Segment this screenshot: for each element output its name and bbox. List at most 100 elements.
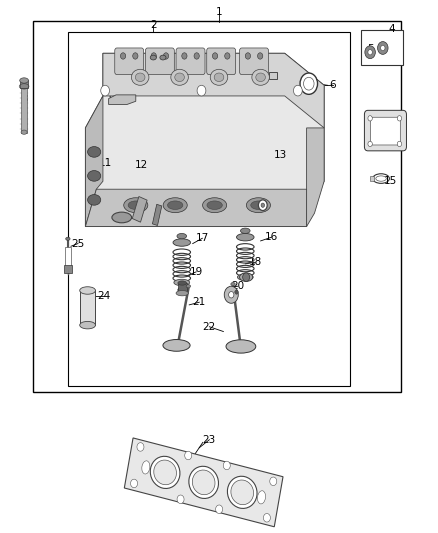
Ellipse shape	[88, 195, 101, 205]
Bar	[269, 72, 277, 79]
Bar	[124, 438, 283, 527]
Bar	[33, 21, 401, 392]
Circle shape	[258, 200, 267, 211]
Ellipse shape	[160, 55, 166, 60]
Text: 7: 7	[277, 72, 284, 82]
Text: 17: 17	[196, 233, 209, 243]
Bar	[370, 176, 374, 181]
Ellipse shape	[168, 201, 183, 209]
Ellipse shape	[21, 130, 27, 134]
Text: 19: 19	[190, 267, 203, 277]
Circle shape	[185, 451, 192, 460]
Ellipse shape	[237, 233, 254, 241]
Bar	[21, 88, 27, 133]
Circle shape	[300, 73, 318, 94]
Bar	[20, 80, 28, 88]
Circle shape	[293, 85, 302, 96]
Ellipse shape	[252, 69, 269, 85]
Bar	[80, 290, 95, 325]
Circle shape	[133, 53, 138, 59]
Ellipse shape	[189, 466, 219, 498]
Text: 16: 16	[265, 232, 278, 242]
Bar	[132, 197, 147, 222]
Text: 14: 14	[384, 123, 397, 133]
Ellipse shape	[231, 282, 235, 286]
Ellipse shape	[163, 198, 187, 213]
FancyBboxPatch shape	[364, 110, 406, 151]
Circle shape	[368, 116, 372, 121]
Text: 22: 22	[203, 322, 216, 332]
Circle shape	[224, 286, 238, 303]
FancyBboxPatch shape	[115, 48, 144, 75]
Text: 4: 4	[389, 25, 396, 34]
Text: 15: 15	[384, 176, 397, 186]
Text: 18: 18	[249, 257, 262, 267]
Ellipse shape	[66, 237, 70, 240]
Text: 24: 24	[98, 291, 111, 301]
Polygon shape	[109, 95, 136, 104]
Ellipse shape	[135, 73, 145, 82]
Text: 23: 23	[203, 435, 216, 445]
Ellipse shape	[88, 171, 101, 181]
Circle shape	[263, 513, 270, 522]
Circle shape	[137, 443, 144, 451]
Ellipse shape	[231, 480, 254, 505]
Circle shape	[131, 479, 138, 488]
Ellipse shape	[258, 491, 265, 504]
Circle shape	[101, 85, 110, 96]
Ellipse shape	[88, 147, 101, 157]
FancyBboxPatch shape	[207, 48, 236, 75]
Bar	[255, 76, 261, 82]
Ellipse shape	[175, 73, 184, 82]
Bar	[64, 265, 72, 273]
Text: 21: 21	[193, 297, 206, 307]
Bar	[68, 32, 350, 386]
Text: 13: 13	[274, 150, 287, 159]
Circle shape	[120, 53, 126, 59]
Ellipse shape	[186, 285, 191, 288]
Bar	[65, 247, 71, 268]
Text: 8: 8	[163, 64, 170, 74]
Ellipse shape	[256, 73, 265, 82]
Circle shape	[258, 53, 263, 59]
Text: 20: 20	[231, 281, 244, 291]
Circle shape	[368, 50, 372, 55]
Circle shape	[243, 273, 250, 281]
Ellipse shape	[177, 233, 187, 239]
Ellipse shape	[171, 69, 188, 85]
FancyBboxPatch shape	[240, 48, 268, 75]
Bar	[178, 283, 187, 292]
Ellipse shape	[173, 239, 191, 246]
Ellipse shape	[80, 321, 95, 329]
Ellipse shape	[227, 477, 257, 508]
Ellipse shape	[124, 198, 148, 213]
Text: 9: 9	[108, 94, 115, 103]
Text: 3: 3	[21, 94, 28, 103]
Ellipse shape	[20, 78, 28, 83]
Text: 10: 10	[85, 147, 99, 157]
Ellipse shape	[237, 274, 253, 280]
Circle shape	[215, 505, 223, 513]
Polygon shape	[85, 189, 307, 227]
Ellipse shape	[178, 281, 187, 285]
Ellipse shape	[174, 279, 190, 286]
Circle shape	[378, 42, 388, 54]
Circle shape	[304, 77, 314, 90]
Circle shape	[229, 292, 234, 298]
Text: 6: 6	[329, 80, 336, 90]
Ellipse shape	[112, 212, 131, 223]
Circle shape	[365, 46, 375, 59]
Circle shape	[182, 53, 187, 59]
Circle shape	[397, 116, 402, 121]
Circle shape	[177, 495, 184, 504]
Ellipse shape	[251, 201, 266, 209]
Circle shape	[235, 290, 238, 294]
Ellipse shape	[214, 73, 224, 82]
Ellipse shape	[150, 55, 156, 60]
Ellipse shape	[192, 470, 215, 495]
Ellipse shape	[240, 273, 253, 281]
Text: 12: 12	[134, 160, 148, 170]
Circle shape	[368, 141, 372, 147]
Polygon shape	[85, 96, 103, 227]
Ellipse shape	[202, 198, 227, 213]
